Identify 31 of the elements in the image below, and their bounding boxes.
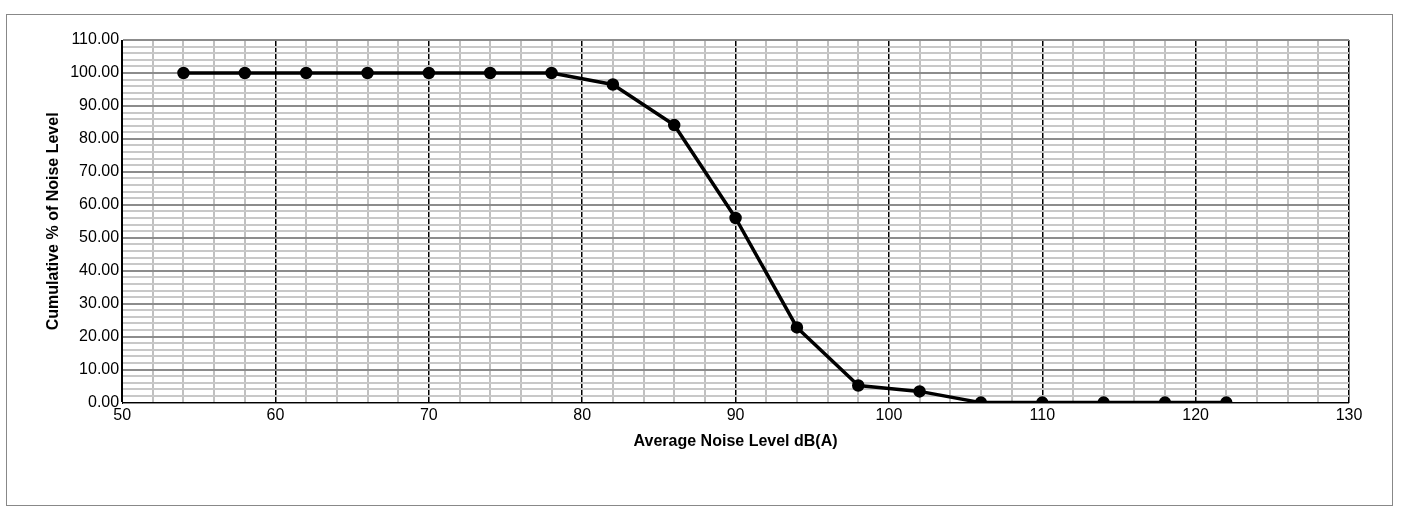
y-tick-label: 40.00 [79,261,120,279]
point [361,66,374,80]
y-tick-label: 100.00 [70,63,120,81]
x-tick-label: 80 [573,405,592,423]
x-tick-label: 120 [1182,405,1210,423]
point [299,66,313,80]
y-tick-label: 80.00 [79,129,120,147]
x-tick-label: 60 [266,405,285,423]
point [483,66,497,80]
y-tick-label: 90.00 [79,96,120,114]
y-tick-label: 10.00 [79,360,120,378]
point [238,66,252,80]
point [667,118,681,132]
y-tick-label: 110.00 [71,30,120,48]
point [606,78,620,91]
x-axis-title: Average Noise Level dB(A) [633,431,838,449]
x-tick-label: 70 [419,405,438,423]
y-tick-label: 60.00 [79,195,120,213]
y-tick-label: 20.00 [79,327,120,345]
point [729,211,742,225]
x-tick-label: 110 [1029,405,1056,423]
y-tick-label: 50.00 [79,228,120,246]
y-tick-label: 70.00 [79,162,120,180]
point [177,66,190,80]
x-tick-label: 100 [875,405,903,423]
x-tick-label: 90 [726,405,745,423]
y-axis-title: Cumulative % of Noise Level [44,112,62,331]
point [422,66,436,80]
y-tick-label: 30.00 [79,294,120,312]
x-tick-label: 130 [1335,405,1363,423]
point [545,66,558,80]
